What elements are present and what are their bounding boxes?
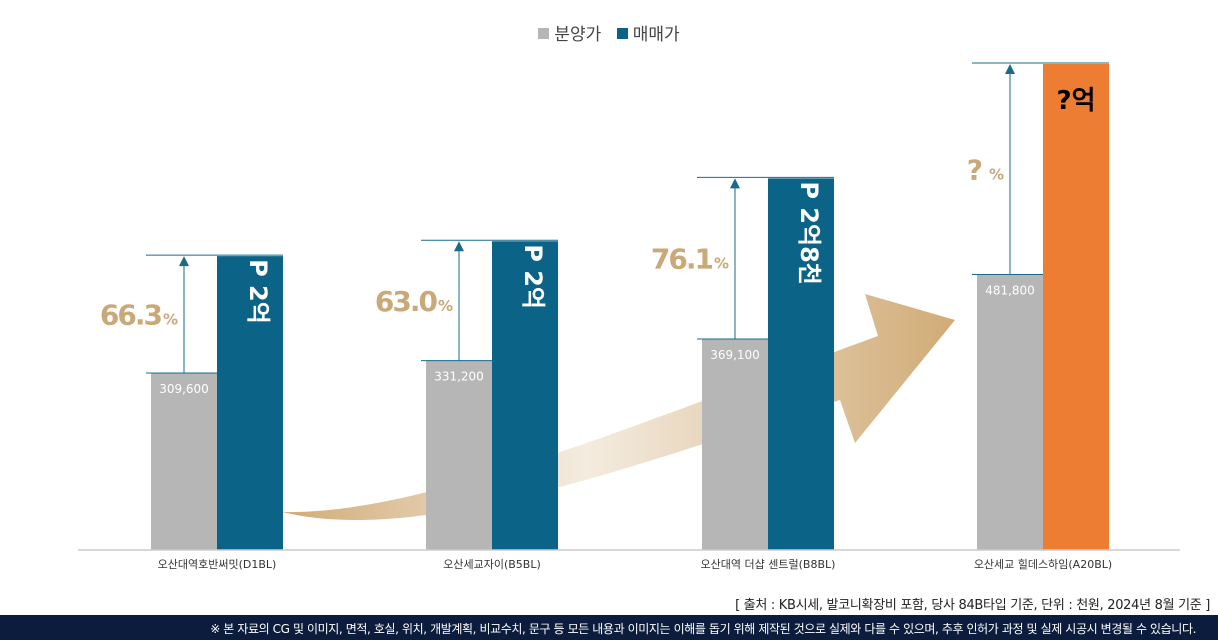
legend: 분양가 매매가 [0,20,1218,45]
growth-arrow-head [1005,64,1015,74]
growth-arrow-head [179,256,189,267]
bar-presale [426,360,492,550]
bar-market [217,256,283,550]
bar-market-highlight [1043,64,1109,550]
bar-presale [702,338,768,550]
growth-arrow [282,294,955,521]
value-label-market-highlight: ?억 [1056,86,1095,116]
disclaimer-bar: ※ 본 자료의 CG 및 이미지, 면적, 호실, 위치, 개발계획, 비교수치… [0,615,1218,640]
legend-swatch-presale [538,28,550,39]
value-label-market: P 2억 [244,259,272,324]
bar-chart: 309,600 P 2억 66.3 % 오산대역호반써밋(D1BL) 331,200 P 2… [78,62,1180,571]
value-label-market: P 2억8천 [795,181,823,285]
category-label: 오산대역 더샵 센트럴(B8BL) [701,558,836,571]
bar-presale [151,372,217,550]
source-note: [ 출처 : KB시세, 발코니확장비 포함, 당사 84B타입 기준, 단위 … [735,598,1210,613]
percent-label: 76.1% [651,243,729,276]
disclaimer-text: ※ 본 자료의 CG 및 이미지, 면적, 호실, 위치, 개발계획, 비교수치… [210,622,1196,636]
value-label-presale: 309,600 [159,382,209,396]
legend-label-market: 매매가 [632,25,680,45]
percent-label: 63.0% [375,285,453,318]
growth-arrow-head [454,241,464,252]
percent-label: 66.3% [100,299,178,332]
legend-item-presale: 분양가 [538,20,601,45]
value-label-presale: 331,200 [434,370,484,384]
legend-swatch-market [616,28,628,39]
bar-market [492,241,558,550]
category-label: 오산세교자이(B5BL) [443,558,541,571]
legend-item-market: 매매가 [616,20,680,45]
legend-label-presale: 분양가 [554,25,602,45]
growth-arrow-head [730,178,740,189]
value-label-market: P 2억 [519,244,547,309]
category-label: 오산세교 힐데스하임(A20BL) [974,557,1112,571]
bar-market [768,178,834,550]
value-label-presale: 481,800 [985,284,1035,298]
value-label-presale: 369,100 [710,348,760,362]
bar-presale [977,274,1043,550]
percent-label: ?% [967,153,1004,186]
category-label: 오산대역호반써밋(D1BL) [158,558,277,571]
